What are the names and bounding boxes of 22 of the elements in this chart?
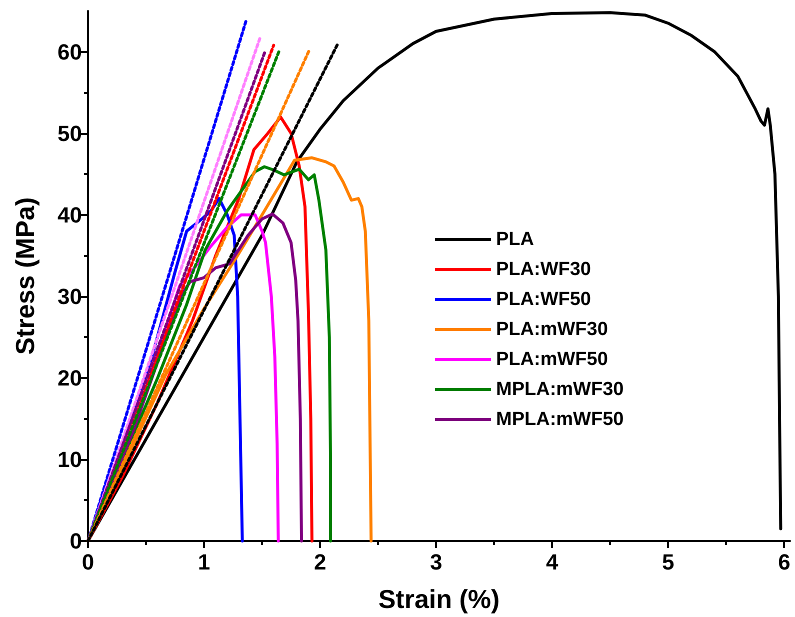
legend-label: PLA:mWF30 — [496, 319, 608, 340]
legend-label: PLA:WF30 — [496, 259, 591, 280]
x-tick-label: 6 — [778, 550, 790, 574]
y-tick-label: 30 — [58, 284, 82, 309]
x-tick-label: 3 — [430, 550, 442, 574]
x-tick-label: 1 — [198, 550, 210, 574]
y-tick-label: 60 — [58, 39, 82, 64]
y-tick-label: 10 — [58, 446, 82, 472]
y-axis-title: Stress (MPa) — [10, 197, 40, 355]
legend-label: PLA — [496, 229, 534, 250]
x-tick-label: 5 — [662, 550, 674, 574]
y-tick-label: 50 — [58, 120, 82, 146]
x-axis-title: Strain (%) — [378, 584, 500, 614]
legend-label: PLA:WF50 — [496, 289, 591, 310]
legend-label: MPLA:mWF30 — [496, 379, 624, 400]
legend-label: MPLA:mWF50 — [496, 409, 624, 430]
x-tick-label: 2 — [314, 550, 326, 574]
y-tick-label: 0 — [70, 528, 82, 554]
y-tick-label: 40 — [58, 202, 82, 228]
legend-label: PLA:mWF50 — [496, 349, 608, 370]
y-tick-label: 20 — [58, 365, 82, 390]
x-tick-label: 4 — [546, 550, 560, 574]
